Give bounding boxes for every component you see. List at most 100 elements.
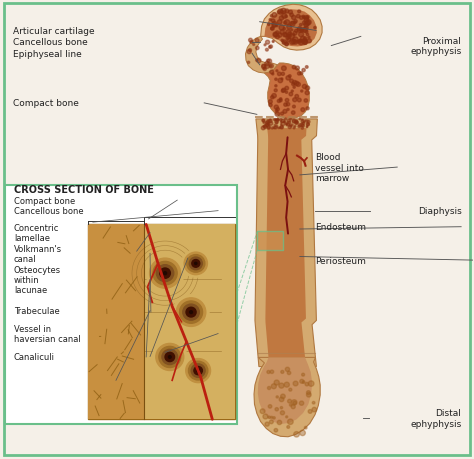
Circle shape	[302, 40, 307, 45]
Circle shape	[300, 430, 305, 436]
Circle shape	[276, 123, 278, 124]
Circle shape	[302, 16, 305, 18]
Circle shape	[265, 49, 268, 52]
Circle shape	[285, 87, 289, 91]
Circle shape	[281, 124, 282, 125]
Circle shape	[293, 87, 295, 89]
Circle shape	[291, 22, 294, 25]
Circle shape	[292, 120, 296, 123]
Circle shape	[299, 33, 304, 38]
Circle shape	[292, 106, 295, 109]
Circle shape	[287, 122, 291, 125]
Circle shape	[283, 22, 286, 25]
Circle shape	[274, 106, 278, 110]
Circle shape	[302, 125, 304, 128]
Text: Osteocytes
within
lacunae: Osteocytes within lacunae	[14, 265, 61, 295]
Circle shape	[301, 37, 305, 41]
Circle shape	[299, 119, 301, 121]
Circle shape	[302, 381, 305, 384]
Circle shape	[186, 308, 196, 317]
Circle shape	[281, 90, 285, 93]
Circle shape	[289, 388, 292, 391]
Circle shape	[279, 26, 284, 31]
Bar	[257, 232, 283, 250]
Circle shape	[277, 73, 281, 77]
Circle shape	[269, 125, 270, 126]
Polygon shape	[255, 120, 318, 367]
Circle shape	[278, 10, 283, 15]
Circle shape	[282, 67, 286, 71]
Circle shape	[269, 123, 273, 126]
Circle shape	[267, 370, 270, 374]
Circle shape	[277, 420, 282, 425]
Circle shape	[153, 341, 187, 374]
Circle shape	[298, 40, 304, 46]
Circle shape	[165, 353, 174, 362]
Circle shape	[295, 67, 300, 71]
Circle shape	[299, 40, 301, 43]
Circle shape	[304, 426, 307, 429]
Circle shape	[146, 255, 184, 292]
Circle shape	[270, 66, 272, 68]
Circle shape	[296, 83, 301, 87]
Circle shape	[281, 126, 283, 129]
Text: Periosteum: Periosteum	[315, 256, 366, 265]
Text: Volkmann's
canal: Volkmann's canal	[14, 244, 62, 263]
Circle shape	[276, 396, 278, 398]
Circle shape	[305, 121, 306, 122]
Circle shape	[298, 28, 301, 32]
Circle shape	[268, 416, 271, 419]
Circle shape	[312, 402, 315, 404]
Circle shape	[279, 100, 282, 103]
Circle shape	[305, 91, 309, 95]
Circle shape	[306, 21, 311, 26]
Circle shape	[293, 381, 298, 386]
Circle shape	[302, 85, 307, 90]
Circle shape	[307, 393, 311, 397]
Circle shape	[285, 16, 287, 19]
Circle shape	[304, 100, 308, 103]
Circle shape	[274, 125, 276, 127]
Circle shape	[307, 127, 308, 129]
Circle shape	[306, 127, 308, 128]
Circle shape	[266, 121, 270, 124]
Circle shape	[286, 103, 290, 106]
Text: CROSS SECTION OF BONE: CROSS SECTION OF BONE	[14, 184, 154, 194]
Circle shape	[269, 120, 271, 122]
Circle shape	[301, 374, 305, 376]
Circle shape	[301, 128, 303, 130]
Circle shape	[266, 60, 270, 63]
Circle shape	[271, 28, 274, 31]
Circle shape	[285, 10, 289, 14]
Circle shape	[271, 28, 273, 31]
Circle shape	[279, 383, 284, 388]
Circle shape	[304, 19, 309, 23]
Circle shape	[262, 66, 266, 70]
Circle shape	[279, 17, 283, 21]
Circle shape	[197, 369, 200, 372]
Bar	[88, 225, 235, 420]
Circle shape	[263, 68, 266, 72]
Circle shape	[305, 31, 308, 34]
Circle shape	[272, 74, 274, 76]
Circle shape	[275, 121, 278, 124]
Circle shape	[296, 122, 299, 125]
Circle shape	[292, 66, 296, 70]
Circle shape	[278, 128, 280, 129]
Circle shape	[260, 409, 265, 414]
Circle shape	[286, 416, 288, 418]
Circle shape	[287, 425, 290, 428]
Circle shape	[160, 269, 170, 279]
Circle shape	[187, 255, 205, 273]
Circle shape	[255, 47, 259, 50]
Circle shape	[292, 38, 298, 43]
Circle shape	[288, 399, 292, 403]
Circle shape	[190, 311, 192, 314]
Circle shape	[265, 122, 268, 125]
Circle shape	[269, 47, 271, 49]
Circle shape	[284, 122, 286, 123]
Circle shape	[278, 79, 283, 84]
Circle shape	[285, 43, 288, 46]
Circle shape	[153, 262, 177, 285]
Circle shape	[295, 95, 299, 99]
